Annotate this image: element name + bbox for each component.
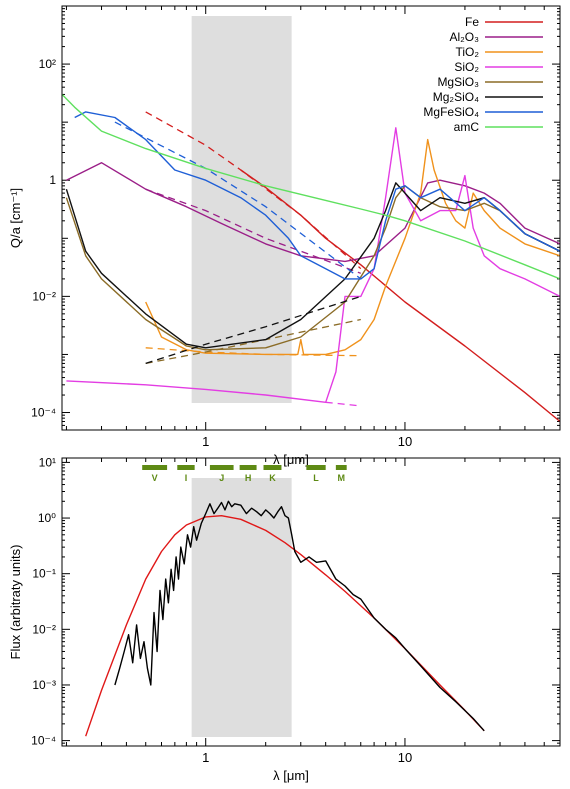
series-line	[240, 169, 560, 423]
series-fit-line	[325, 401, 361, 407]
band-label: I	[185, 473, 188, 483]
y-axis-label: Q/a [cm⁻¹]	[8, 188, 23, 248]
band-bar	[209, 465, 234, 470]
series-group	[85, 500, 485, 737]
top-panel: 1 10 10² 1 10⁻² 10⁻⁴ λ [μm] Q/a [cm⁻¹] FeAl₂O₃Ti…	[8, 5, 561, 467]
band-bar	[142, 465, 168, 470]
y-axis-label: Flux (arbitraty units)	[8, 545, 23, 660]
band-bar	[177, 465, 195, 470]
series-line	[62, 93, 560, 280]
band-label: L	[313, 473, 319, 483]
band-label: H	[245, 473, 252, 483]
x-tick-label: 10	[398, 750, 412, 765]
legend-label: amC	[454, 120, 480, 134]
y-tick-label: 10²	[39, 57, 56, 71]
legend-label: Al₂O₃	[449, 30, 479, 44]
series-group	[62, 93, 560, 423]
series-fit-line	[145, 188, 362, 274]
y-tick-label: 10⁻²	[32, 289, 56, 303]
series-fit-line	[114, 121, 362, 280]
y-tick-label: 10⁻³	[32, 678, 56, 692]
y-tick-label: 10⁻⁴	[31, 406, 56, 420]
series-fit-line	[145, 111, 362, 270]
series-line	[65, 185, 560, 351]
plot-frame	[61, 457, 561, 747]
x-axis-label: λ [μm]	[273, 452, 309, 467]
band-bar	[335, 465, 347, 470]
series-fit-line	[145, 318, 361, 365]
band-label: J	[219, 473, 224, 483]
x-tick-label: 10	[398, 434, 412, 449]
series-line	[65, 182, 560, 349]
band-bar	[239, 465, 257, 470]
y-tick-label: 10⁻⁴	[31, 734, 56, 748]
band-bar	[263, 465, 282, 470]
x-axis-label: λ [μm]	[273, 768, 309, 783]
bottom-panel: 1 10 10¹ 10⁰ 10⁻¹ 10⁻² 10⁻³ 10⁻⁴ λ [μm] Flux (arb…	[8, 455, 561, 783]
series-line	[74, 111, 560, 280]
band-bar	[306, 465, 326, 470]
series-line	[114, 500, 485, 732]
shaded-band	[191, 16, 292, 403]
series-fit-line	[145, 347, 361, 357]
legend-label: Fe	[465, 15, 479, 29]
x-tick-label: 1	[202, 434, 209, 449]
legend-label: Mg₂SiO₄	[433, 90, 479, 104]
legend-label: SiO₂	[454, 60, 479, 74]
band-label: M	[338, 473, 346, 483]
band-label: K	[269, 473, 276, 483]
y-tick-label: 10¹	[39, 455, 56, 469]
plot-frame	[61, 5, 561, 431]
legend-label: TiO₂	[455, 45, 479, 59]
y-tick-label: 10⁻²	[32, 622, 56, 636]
legend-label: MgFeSiO₄	[423, 105, 479, 119]
legend-label: MgSiO₃	[437, 75, 479, 89]
y-tick-label: 10⁻¹	[32, 567, 56, 581]
x-tick-label: 1	[202, 750, 209, 765]
y-tick-label: 1	[49, 173, 56, 187]
band-label: V	[152, 473, 158, 483]
y-tick-label: 10⁰	[38, 511, 56, 525]
axis-ticks	[62, 5, 561, 431]
shaded-band	[191, 478, 292, 737]
series-line	[66, 127, 560, 403]
